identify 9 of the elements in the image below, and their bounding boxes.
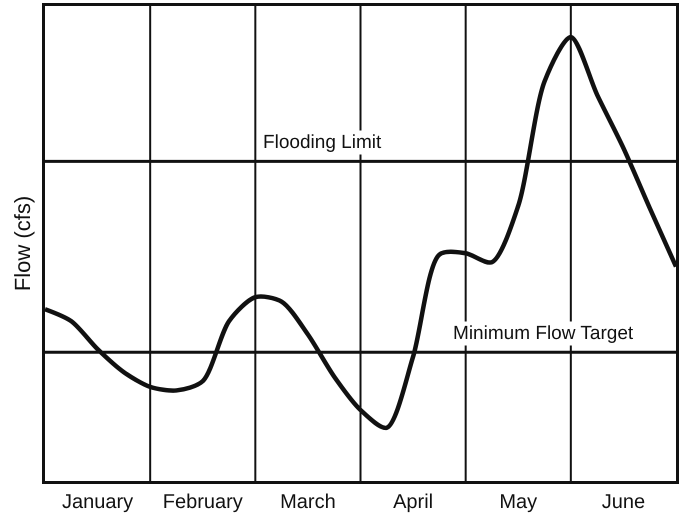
x-tick-label: March <box>280 491 336 513</box>
ref-line-label: Minimum Flow Target <box>453 323 634 344</box>
y-axis-title: Flow (cfs) <box>10 196 35 292</box>
x-tick-label: February <box>162 491 243 513</box>
x-tick-label: June <box>602 491 646 513</box>
x-tick-label: April <box>393 491 434 513</box>
x-tick-label: May <box>499 491 538 513</box>
x-tick-label: January <box>62 491 134 513</box>
ref-line-label: Flooding Limit <box>263 132 382 153</box>
